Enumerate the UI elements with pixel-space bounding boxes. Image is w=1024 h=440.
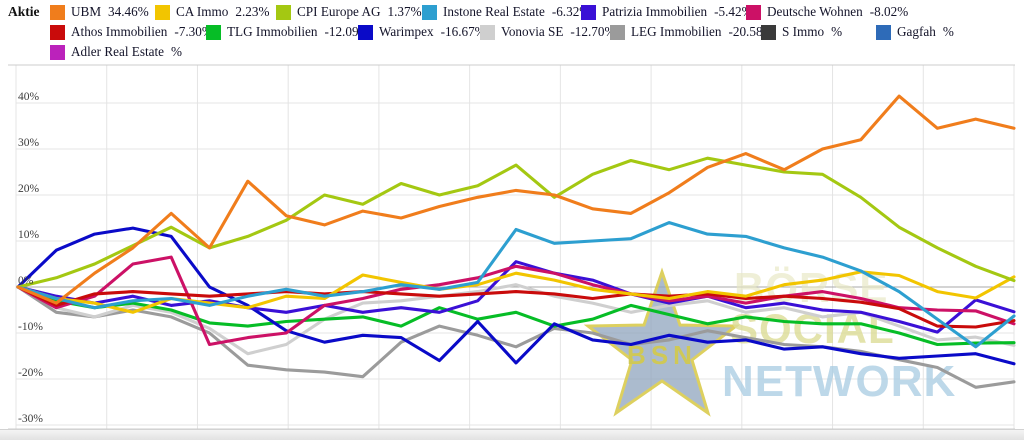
legend-pct: %	[831, 24, 843, 39]
line-deutsche-wohnen[interactable]	[16, 255, 1016, 347]
y-tick-label: 0%	[18, 275, 34, 287]
line-tlg-immobilien[interactable]	[16, 285, 1016, 347]
bsn-star-icon	[583, 267, 741, 417]
legend-item-vonovia-se[interactable]: Vonovia SE -12.70%	[480, 24, 615, 40]
legend-item-instone-real-estate[interactable]: Instone Real Estate -6.32%	[422, 4, 590, 20]
y-tick-label: 20%	[18, 183, 40, 195]
cpi-europe-ag-swatch	[276, 4, 291, 20]
y-tick-label: -30%	[18, 413, 43, 425]
legend-item-ca-immo[interactable]: CA Immo 2.23%	[155, 4, 269, 20]
watermark-line3: NETWORK	[722, 357, 956, 406]
legend-item-gagfah[interactable]: Gagfah%	[876, 24, 954, 40]
patrizia-immobilien-swatch	[581, 4, 596, 20]
instone-real-estate-swatch	[422, 4, 437, 20]
legend-label: Warimpex	[379, 24, 434, 39]
legend-pct: 2.23%	[235, 4, 270, 19]
leg-immobilien-swatch	[610, 24, 625, 40]
legend-label: CA Immo	[176, 4, 229, 19]
legend-pct: %	[942, 24, 954, 39]
legend-pct: -7.30%	[174, 24, 213, 39]
legend-pct: -5.42%	[714, 4, 753, 19]
legend-label: TLG Immobilien	[227, 24, 318, 39]
legend-pct: -12.70%	[570, 24, 616, 39]
line-warimpex[interactable]	[16, 226, 1016, 366]
legend-item-leg-immobilien[interactable]: LEG Immobilien -20.58%	[610, 24, 774, 40]
tlg-immobilien-swatch	[206, 24, 221, 40]
y-tick-label: 30%	[18, 137, 40, 149]
ca-immo-swatch	[155, 4, 170, 20]
chart-legend: Aktie UBM 34.46% CA Immo 2.23% CPI Europe AG…	[0, 0, 1024, 62]
athos-immobilien-swatch	[50, 24, 65, 40]
deutsche-wohnen-swatch	[746, 4, 761, 20]
legend-label: LEG Immobilien	[631, 24, 722, 39]
series-lines	[16, 94, 1016, 389]
legend-label: Gagfah	[897, 24, 936, 39]
legend-item-ubm[interactable]: UBM 34.46%	[50, 4, 149, 20]
warimpex-swatch	[358, 24, 373, 40]
horizontal-scrollbar[interactable]	[0, 429, 1024, 440]
legend-item-warimpex[interactable]: Warimpex -16.67%	[358, 24, 486, 40]
y-tick-label: 10%	[18, 229, 40, 241]
legend-pct: 1.37%	[387, 4, 422, 19]
legend-label: Athos Immobilien	[71, 24, 168, 39]
legend-pct: %	[171, 44, 183, 59]
y-axis-labels: 40% 30% 20% 10% 0% -10% -20% -30%	[18, 91, 43, 425]
gagfah-swatch	[876, 24, 891, 40]
legend-item-athos-immobilien[interactable]: Athos Immobilien -7.30%	[50, 24, 213, 40]
y-tick-label: 40%	[18, 91, 40, 103]
s-immo-swatch	[761, 24, 776, 40]
line-patrizia-immobilien[interactable]	[16, 260, 1016, 334]
legend-label: Deutsche Wohnen	[767, 4, 863, 19]
vonovia-se-swatch	[480, 24, 495, 40]
line-ubm[interactable]	[16, 94, 1016, 305]
legend-item-s-immo[interactable]: S Immo%	[761, 24, 842, 40]
legend-item-patrizia-immobilien[interactable]: Patrizia Immobilien -5.42%	[581, 4, 753, 20]
bsn-watermark: BSN BÖRSE SOCIAL NETWORK	[583, 264, 956, 417]
legend-label: S Immo	[782, 24, 825, 39]
y-tick-label: -10%	[18, 321, 43, 333]
legend-pct: -6.32%	[551, 4, 591, 19]
legend-item-cpi-europe-ag[interactable]: CPI Europe AG 1.37%	[276, 4, 422, 20]
legend-label: Patrizia Immobilien	[602, 4, 708, 19]
line-athos-immobilien[interactable]	[16, 285, 1016, 329]
y-tick-label: -20%	[18, 367, 43, 379]
legend-item-adler-real-estate[interactable]: Adler Real Estate%	[50, 44, 182, 60]
legend-item-tlg-immobilien[interactable]: TLG Immobilien -12.09%	[206, 24, 370, 40]
legend-pct: 34.46%	[108, 4, 149, 19]
legend-title: Aktie	[8, 4, 40, 19]
adler-real-estate-swatch	[50, 44, 65, 60]
line-cpi-europe-ag[interactable]	[16, 156, 1016, 289]
line-vonovia-se[interactable]	[16, 283, 1016, 356]
legend-label: Instone Real Estate	[443, 4, 545, 19]
legend-label: UBM	[71, 4, 102, 19]
legend-pct: -16.67%	[440, 24, 486, 39]
legend-label: Adler Real Estate	[71, 44, 165, 59]
line-instone-real-estate[interactable]	[16, 221, 1016, 349]
performance-line-chart: BSN BÖRSE SOCIAL NETWORK 40% 30% 20% 10% 0% -…	[8, 64, 1016, 430]
ubm-swatch	[50, 4, 65, 20]
legend-pct: -8.02%	[869, 4, 909, 19]
legend-label: Vonovia SE	[501, 24, 564, 39]
legend-item-deutsche-wohnen[interactable]: Deutsche Wohnen -8.02%	[746, 4, 908, 20]
legend-label: CPI Europe AG	[297, 4, 381, 19]
